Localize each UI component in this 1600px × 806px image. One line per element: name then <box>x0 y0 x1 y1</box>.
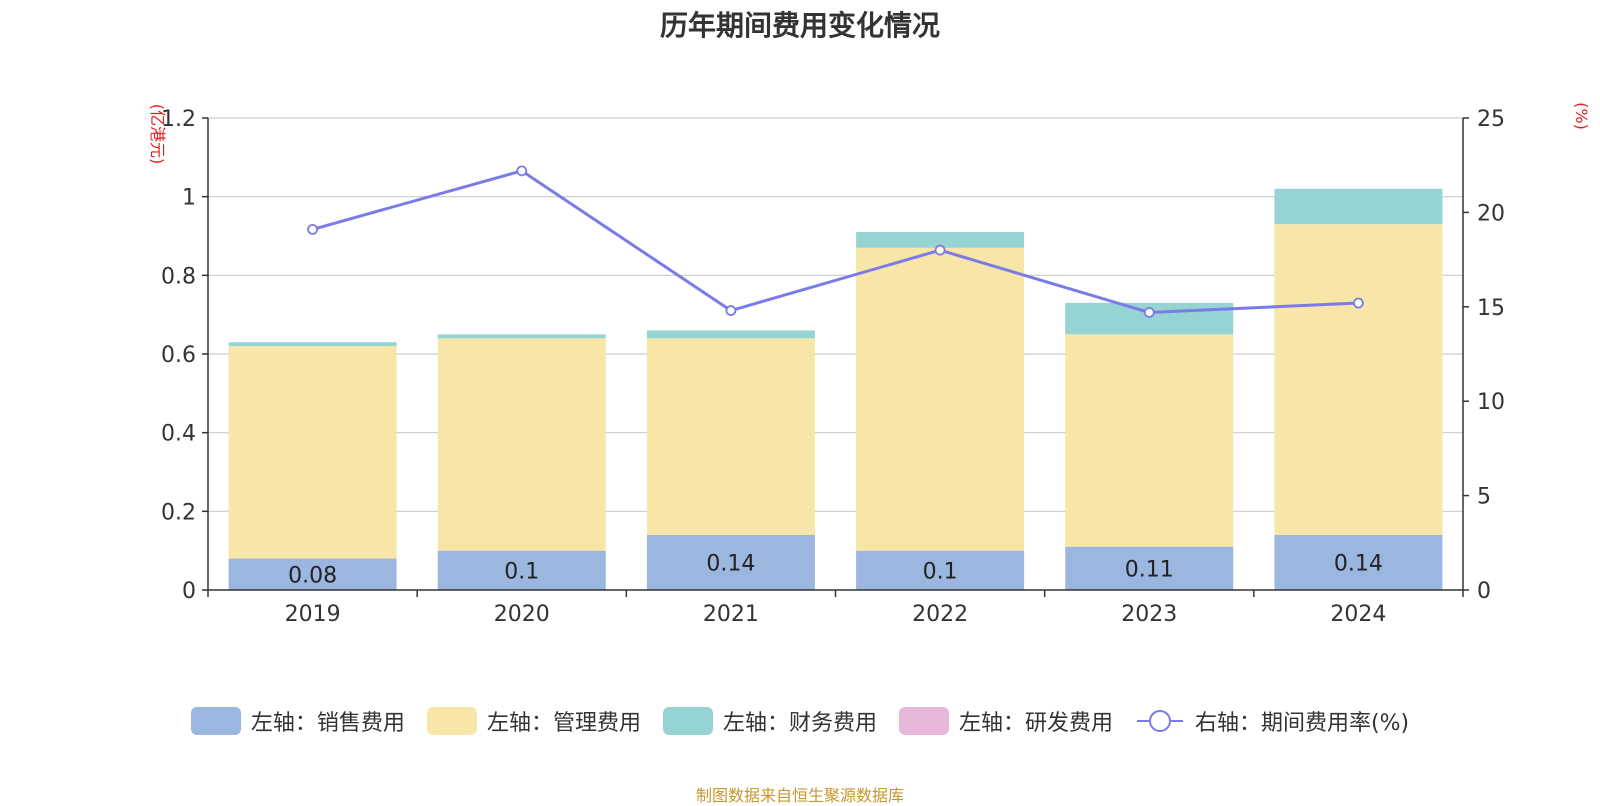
legend-swatch <box>190 707 241 735</box>
x-tick-label: 2021 <box>703 602 759 627</box>
legend-swatch <box>662 707 713 735</box>
x-tick-label: 2024 <box>1330 602 1386 627</box>
legend-line-icon <box>1136 710 1183 732</box>
right-tick-label: 25 <box>1477 107 1505 132</box>
rate-line-path <box>312 169 1359 314</box>
right-tick-label: 5 <box>1477 485 1491 510</box>
bar-segment <box>437 550 606 590</box>
bar-segment <box>228 346 397 559</box>
data-label: 0.14 <box>1334 551 1383 576</box>
rate-point <box>1353 297 1364 309</box>
legend-label: 左轴：销售费用 <box>250 711 405 736</box>
left-tick-label: 1.2 <box>161 107 196 132</box>
bar-segment <box>1274 534 1443 590</box>
legend-label: 左轴：研发费用 <box>958 711 1113 736</box>
bar-segment <box>228 558 397 590</box>
source-note: 制图数据来自恒生聚源数据库 <box>695 786 904 805</box>
bar-segment <box>228 342 397 347</box>
legend: 左轴：销售费用 左轴：管理费用 左轴：财务费用 左轴：研发费用 右轴：期间费用率(%) <box>0 706 1600 736</box>
bar-segment <box>1274 188 1443 225</box>
x-tick-label: 2020 <box>494 602 550 627</box>
left-tick-label: 0 <box>182 579 196 604</box>
right-axis-unit: (%) <box>1572 102 1591 130</box>
legend-swatch <box>426 707 477 735</box>
legend-item[interactable]: 左轴：销售费用 <box>190 705 405 737</box>
grid-lines <box>208 117 1463 512</box>
right-tick-label: 10 <box>1477 390 1505 415</box>
rate-point <box>307 223 318 235</box>
data-label: 0.1 <box>923 559 958 584</box>
left-tick-label: 0.6 <box>161 343 196 368</box>
x-tick-label: 2023 <box>1121 602 1177 627</box>
legend-swatch <box>898 707 949 735</box>
legend-label: 左轴：管理费用 <box>486 711 641 736</box>
x-tick-label: 2022 <box>912 602 968 627</box>
bars <box>228 188 1443 590</box>
bar-segment <box>856 550 1025 590</box>
data-label: 0.08 <box>288 563 337 588</box>
left-axis-unit: (亿港元) <box>148 104 167 165</box>
data-label: 0.14 <box>706 551 755 576</box>
left-tick-label: 1 <box>182 186 196 211</box>
chart-canvas: 0.08 0.1 0.14 0.1 0.11 0.14 0 0.2 0.4 0.6 0.8 1 1.2… <box>148 102 1591 627</box>
chart-title: 历年期间费用变化情况 <box>659 9 940 42</box>
left-tick-label: 0.2 <box>161 500 196 525</box>
legend-label: 左轴：财务费用 <box>722 711 877 736</box>
data-label: 0.1 <box>504 559 539 584</box>
rate-point <box>1143 307 1155 318</box>
x-tick-label: 2019 <box>285 602 341 627</box>
legend-item[interactable]: 左轴：财务费用 <box>662 705 877 737</box>
data-label: 0.11 <box>1125 557 1174 582</box>
bar-segment <box>856 247 1025 551</box>
bar-segment <box>437 334 606 339</box>
bar-segment <box>1274 224 1443 535</box>
legend-item[interactable]: 右轴：期间费用率(%) <box>1135 705 1409 737</box>
left-tick-label: 0.4 <box>161 422 196 447</box>
bar-segment <box>646 338 815 535</box>
rate-line <box>307 165 1364 318</box>
axes: 0 0.2 0.4 0.6 0.8 1 1.2 0 5 10 15 20 25 2019 2020 2021 2… <box>148 102 1591 627</box>
data-labels: 0.08 0.1 0.14 0.1 0.11 0.14 <box>288 551 1383 588</box>
right-tick-label: 15 <box>1477 296 1505 321</box>
rate-point <box>516 165 528 177</box>
bar-segment <box>646 330 815 339</box>
right-tick-label: 0 <box>1477 579 1491 604</box>
bar-segment <box>646 534 815 590</box>
legend-label: 右轴：期间费用率(%) <box>1194 711 1410 736</box>
right-tick-label: 20 <box>1477 201 1505 226</box>
left-tick-label: 0.8 <box>161 264 196 289</box>
bar-segment <box>1065 546 1234 590</box>
bar-segment <box>1065 334 1234 547</box>
bar-segment <box>437 338 606 551</box>
legend-item[interactable]: 左轴：管理费用 <box>426 705 641 737</box>
rate-point <box>725 305 737 316</box>
bar-segment <box>856 232 1025 248</box>
rate-point <box>934 244 946 256</box>
legend-item[interactable]: 左轴：研发费用 <box>898 705 1113 737</box>
